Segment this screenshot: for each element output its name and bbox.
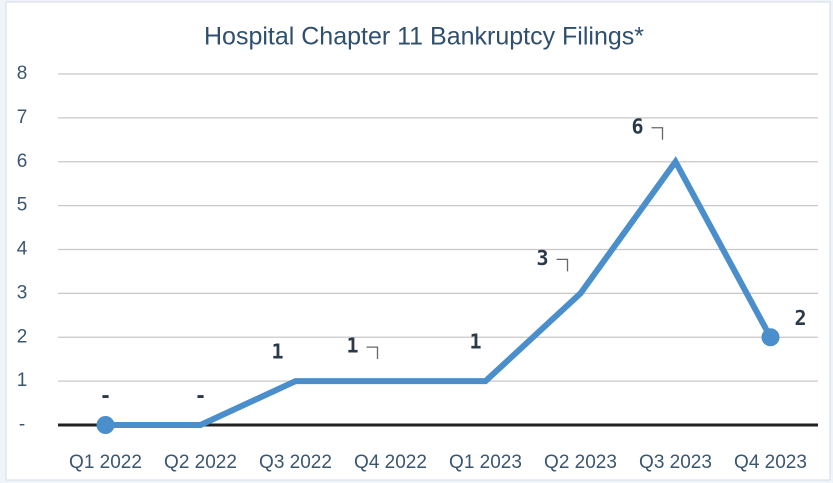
x-tick-label: Q3 2022 [259,452,332,473]
x-tick-label: Q2 2023 [544,452,617,473]
leader-line [556,258,569,272]
leader-line [651,127,664,140]
data-label: - [99,384,111,408]
data-label: 1 [346,334,358,358]
y-tick-label: 3 [17,282,28,303]
x-tick-label: Q1 2022 [69,452,142,473]
data-label: 1 [271,340,283,364]
data-label: - [194,384,206,408]
y-tick-label: 7 [17,107,28,128]
leader-line [366,346,379,360]
data-label: 6 [631,114,643,138]
series-line [105,156,774,428]
y-tick-label: 5 [17,195,28,216]
data-label: 1 [469,330,481,354]
point-marker [96,416,115,434]
y-tick-label: 6 [17,151,28,172]
x-tick-label: Q4 2022 [354,452,427,473]
x-tick-label: Q2 2022 [164,452,237,473]
chart-title: Hospital Chapter 11 Bankruptcy Filings* [204,23,644,51]
data-label: 3 [536,246,548,270]
y-tick-label: 2 [17,326,28,347]
data-label: 2 [794,306,806,330]
point-marker [761,328,780,347]
y-tick-label: 8 [17,63,28,84]
x-tick-label: Q3 2023 [639,452,712,473]
x-tick-label: Q4 2023 [734,452,807,473]
y-tick-label: 1 [17,370,28,391]
x-tick-label: Q1 2023 [449,452,522,473]
chart-area [5,1,831,481]
y-tick-label: 4 [17,239,28,260]
y-tick-label: - [19,414,25,435]
